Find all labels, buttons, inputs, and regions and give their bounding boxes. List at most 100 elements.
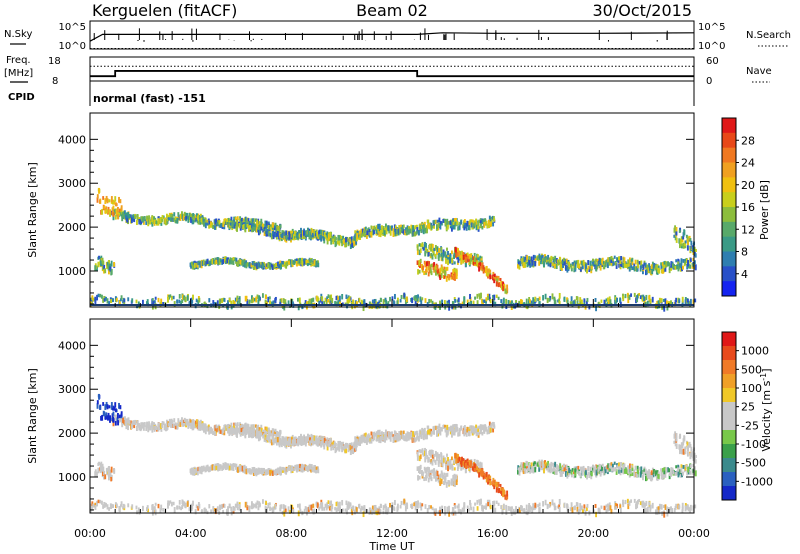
power-cell xyxy=(568,265,571,270)
velocity-cell xyxy=(615,469,618,475)
power-cell xyxy=(255,296,258,303)
velocity-cell xyxy=(694,470,697,477)
velocity-cell xyxy=(267,427,270,432)
velocity-cell xyxy=(544,460,546,464)
velocity-cell xyxy=(247,427,250,431)
velocity-cell xyxy=(442,455,445,461)
power-cell xyxy=(241,217,243,223)
power-cell xyxy=(250,295,253,301)
power-cell xyxy=(146,299,149,303)
power-cell xyxy=(183,295,186,301)
power-cell xyxy=(624,293,627,299)
power-cell xyxy=(214,257,217,261)
power-cell xyxy=(162,301,165,306)
velocity-cell xyxy=(469,463,472,468)
velocity-cell xyxy=(531,465,534,472)
velocity-cell xyxy=(441,462,444,467)
power-cell xyxy=(317,262,320,268)
power-cell xyxy=(484,218,487,223)
power-cell xyxy=(297,233,300,239)
power-cell xyxy=(176,299,179,304)
power-cell xyxy=(587,265,590,270)
power-cell xyxy=(253,298,256,302)
velocity-cell xyxy=(354,447,357,452)
power-cell xyxy=(481,225,484,230)
velocity-cell xyxy=(422,453,425,457)
velocity-cell xyxy=(651,475,654,481)
power-cell xyxy=(466,220,469,227)
velocity-cell xyxy=(473,429,476,435)
power-cell xyxy=(593,260,596,266)
velocity-cell xyxy=(519,466,522,473)
velocity-cell xyxy=(599,464,602,470)
velocity-cell xyxy=(468,459,471,465)
velocity-cell xyxy=(143,422,146,427)
power-cell xyxy=(215,218,218,223)
power-cell xyxy=(106,209,109,214)
velocity-cell xyxy=(584,470,587,476)
power-cell xyxy=(687,260,690,267)
power-cell xyxy=(462,258,465,264)
power-cell xyxy=(261,225,264,230)
velocity-cell xyxy=(172,423,175,428)
power-cell xyxy=(443,251,445,257)
power-cell xyxy=(551,293,554,300)
power-cell xyxy=(479,220,482,224)
velocity-cell xyxy=(432,472,435,477)
power-cell xyxy=(146,301,148,306)
velocity-cell xyxy=(467,461,470,466)
velocity-cell xyxy=(530,462,533,468)
velocity-cell xyxy=(532,462,535,467)
velocity-cell xyxy=(378,429,381,434)
power-cell xyxy=(110,196,113,202)
velocity-cell xyxy=(258,468,261,474)
velocity-cell xyxy=(477,462,480,467)
velocity-cell xyxy=(341,447,344,453)
power-cell xyxy=(354,230,357,234)
velocity-cell xyxy=(485,471,488,478)
velocity-cell xyxy=(421,474,424,479)
power-cell xyxy=(198,214,201,220)
power-cell xyxy=(433,268,436,273)
velocity-cell xyxy=(183,417,186,422)
velocity-cell xyxy=(422,471,424,477)
velocity-cell xyxy=(334,447,337,454)
power-cell xyxy=(320,296,322,303)
velocity-cell xyxy=(633,472,636,478)
velocity-cell xyxy=(489,475,492,479)
power-cell xyxy=(558,292,561,299)
power-cell xyxy=(320,229,322,235)
power-cell xyxy=(679,266,682,272)
power-cell xyxy=(440,252,443,258)
velocity-cell xyxy=(214,466,217,471)
velocity-cell xyxy=(265,431,267,436)
power-colorbar-tick-label: 12 xyxy=(741,223,755,236)
power-cell xyxy=(109,263,112,268)
power-cell xyxy=(103,298,106,302)
power-cell xyxy=(234,222,237,226)
velocity-cell xyxy=(174,423,177,430)
power-cell xyxy=(565,258,568,264)
power-cell xyxy=(94,296,97,302)
power-cell xyxy=(291,259,294,266)
power-cell xyxy=(422,228,425,235)
power-cell xyxy=(274,297,277,304)
power-cell xyxy=(519,260,522,267)
power-cell xyxy=(130,217,133,224)
velocity-cell xyxy=(663,467,666,473)
velocity-cell xyxy=(539,461,542,467)
power-cell xyxy=(691,265,694,269)
power-cell xyxy=(228,225,231,230)
velocity-cell xyxy=(127,417,130,424)
power-cell xyxy=(301,234,304,240)
power-cell xyxy=(693,260,696,265)
velocity-cell xyxy=(675,465,678,469)
velocity-cell xyxy=(589,466,592,473)
power-cell xyxy=(188,212,191,218)
velocity-cell xyxy=(552,462,555,467)
power-cell xyxy=(522,256,525,263)
power-cell xyxy=(436,224,438,229)
velocity-cell xyxy=(451,456,453,461)
power-cell xyxy=(221,259,224,265)
velocity-cell xyxy=(370,438,373,444)
